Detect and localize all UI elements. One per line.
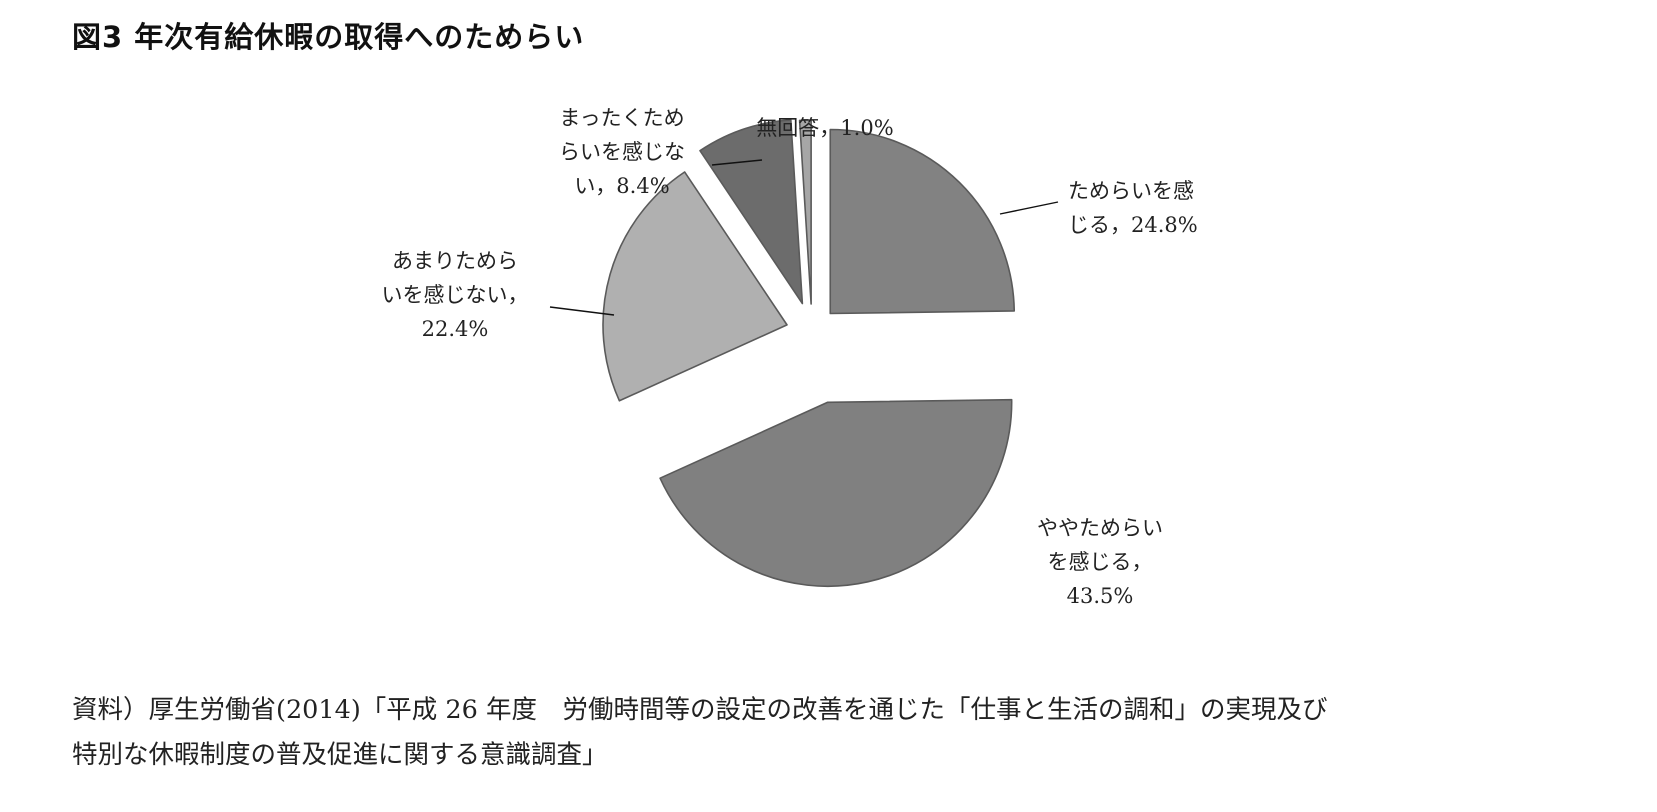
slice-label-4-line-1: まったくため: [559, 106, 684, 130]
slice-label-1-line-2: じる，24.8%: [1068, 213, 1198, 237]
slice-label-5: 無回答，1.0%: [756, 116, 893, 140]
slice-label-3-line-1: あまりためら: [392, 249, 518, 273]
chart-title: 図3 年次有給休暇の取得へのためらい: [72, 20, 585, 54]
slice-label-4-line-3: い，8.4%: [574, 174, 669, 198]
source-line-2: 特別な休暇制度の普及促進に関する意識調査」: [72, 740, 608, 770]
slice-label-2: ややためらいを感じる， 43.5%: [1037, 516, 1163, 608]
slice-label-3-line-3: 22.4%: [422, 317, 489, 341]
pie-slice-5: [798, 119, 812, 305]
slice-label-3: あまりためらいを感じない， 22.4%: [382, 249, 529, 341]
leader-line-1: [999, 201, 1059, 215]
slice-label-3-line-2: いを感じない，: [382, 283, 529, 307]
slice-label-4: まったくためらいを感じない，8.4%: [559, 106, 685, 198]
pie-slice-4: [699, 119, 804, 305]
slice-label-2-line-2: を感じる，: [1048, 550, 1153, 574]
slice-label-5-line-1: 無回答，1.0%: [756, 116, 893, 140]
slice-label-1: ためらいを感じる，24.8%: [1068, 179, 1198, 237]
leader-line-3: [549, 306, 615, 316]
source-note: 資料）厚生労働省(2014)「平成 26 年度 労働時間等の設定の改善を通じた「…: [72, 688, 1612, 778]
pie-slice-3: [602, 171, 788, 402]
source-line-1: 資料）厚生労働省(2014)「平成 26 年度 労働時間等の設定の改善を通じた「…: [72, 695, 1328, 725]
slice-label-2-line-3: 43.5%: [1067, 584, 1134, 608]
leader-line-4: [711, 159, 763, 166]
slice-label-4-line-2: らいを感じな: [559, 140, 685, 164]
pie-slice-1: [829, 128, 1016, 315]
pie-slice-2: [659, 398, 1013, 588]
slice-label-2-line-1: ややためらい: [1037, 516, 1163, 540]
slice-label-1-line-1: ためらいを感: [1068, 179, 1194, 203]
